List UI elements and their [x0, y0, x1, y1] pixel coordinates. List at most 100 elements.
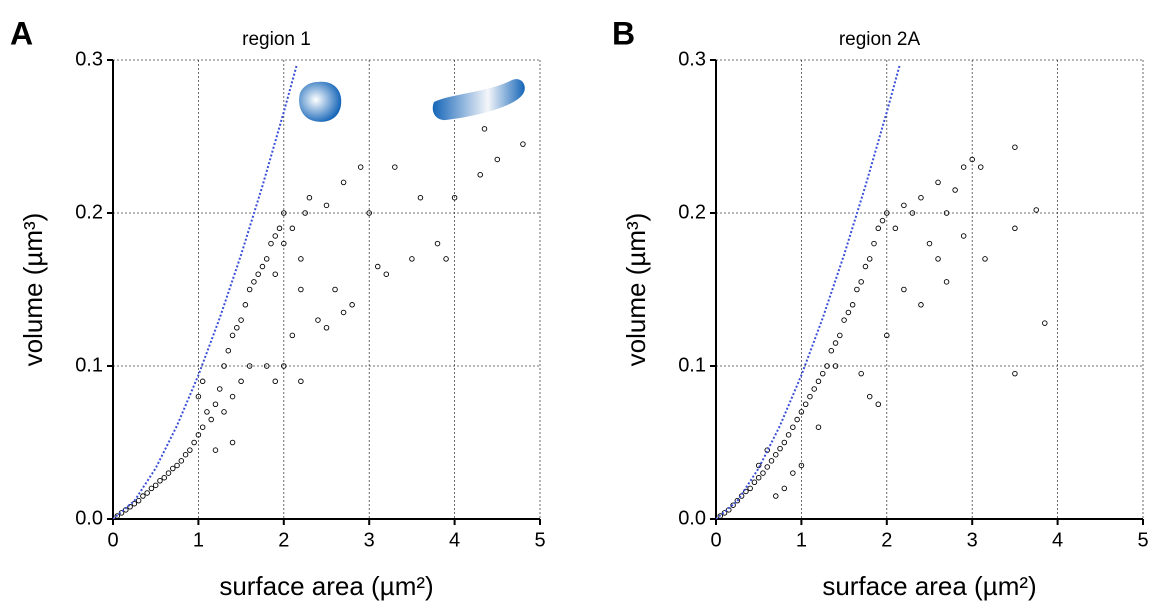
data-point	[170, 465, 176, 472]
y-tick-label: 0.3	[75, 48, 103, 70]
data-point	[935, 179, 941, 186]
data-point	[272, 378, 279, 385]
data-point	[298, 378, 304, 385]
data-point	[182, 451, 189, 458]
data-point	[892, 225, 899, 232]
data-point	[866, 393, 873, 400]
data-point	[298, 286, 304, 293]
data-point	[824, 363, 830, 369]
panel-label: B	[612, 15, 635, 51]
data-point	[289, 225, 296, 232]
x-tick-label: 1	[193, 529, 204, 551]
data-point	[332, 286, 338, 293]
data-point	[148, 485, 155, 492]
data-point	[943, 210, 950, 216]
data-point	[794, 416, 800, 423]
x-tick-label: 4	[1052, 529, 1063, 551]
data-point	[841, 317, 847, 323]
sphere-limit-curve	[716, 65, 901, 519]
x-tick-label: 2	[278, 529, 289, 551]
data-point	[828, 347, 835, 354]
data-point	[960, 164, 967, 170]
data-point	[349, 302, 355, 308]
data-point	[216, 386, 223, 392]
data-point	[263, 256, 270, 262]
data-point	[251, 279, 257, 285]
data-point	[875, 401, 882, 408]
data-point	[773, 451, 779, 458]
data-point	[152, 482, 159, 489]
data-point	[323, 325, 330, 331]
y-tick-label: 0.0	[678, 507, 706, 529]
data-point	[1042, 320, 1048, 326]
data-point	[866, 256, 873, 262]
data-point	[952, 187, 958, 193]
data-point	[323, 202, 330, 209]
x-tick-label: 1	[796, 529, 807, 551]
data-point	[520, 141, 526, 147]
data-point	[901, 286, 907, 293]
data-point	[481, 126, 488, 132]
data-point	[268, 240, 274, 247]
x-axis-title: surface area (µm²)	[822, 571, 1036, 601]
x-tick-label: 5	[1137, 529, 1148, 551]
data-point	[417, 194, 424, 201]
data-point	[281, 363, 287, 369]
data-point	[212, 401, 219, 408]
data-point	[135, 497, 142, 504]
data-point	[178, 458, 185, 464]
data-point	[884, 210, 890, 216]
data-point	[229, 393, 236, 400]
data-point	[845, 309, 852, 316]
x-tick-label: 3	[364, 529, 375, 551]
data-point	[858, 370, 864, 377]
data-point	[815, 424, 822, 430]
data-point	[1033, 207, 1039, 213]
data-point	[259, 263, 266, 270]
y-tick-label: 0.0	[75, 507, 103, 529]
data-point	[234, 325, 240, 331]
data-point	[943, 279, 950, 285]
data-point	[760, 470, 766, 476]
data-point	[315, 317, 321, 323]
data-point	[849, 302, 856, 308]
data-point	[798, 409, 805, 415]
data-point	[982, 256, 988, 262]
data-point	[340, 309, 347, 316]
x-tick-label: 5	[534, 529, 545, 551]
data-point	[901, 202, 907, 209]
elongated-mitochondrion-icon	[432, 79, 525, 121]
data-point	[434, 240, 441, 247]
data-point	[366, 210, 372, 216]
data-point	[165, 470, 172, 476]
data-point	[815, 378, 822, 385]
data-point	[969, 156, 975, 163]
data-point	[790, 424, 796, 430]
y-tick-label: 0.1	[75, 354, 103, 376]
data-point	[281, 240, 287, 247]
x-tick-label: 3	[967, 529, 978, 551]
data-point	[340, 179, 347, 186]
data-point	[768, 458, 775, 464]
data-point	[977, 164, 984, 170]
data-point	[743, 488, 749, 495]
data-point	[392, 164, 398, 170]
data-point	[191, 439, 197, 446]
data-point	[926, 240, 933, 247]
data-point	[477, 171, 483, 178]
data-point	[875, 225, 882, 232]
data-point	[263, 363, 270, 369]
data-point	[161, 474, 167, 481]
data-point	[276, 225, 283, 232]
data-point	[755, 462, 762, 469]
x-tick-label: 0	[710, 529, 721, 551]
data-point	[238, 378, 244, 385]
data-point	[229, 439, 236, 446]
data-point	[302, 210, 308, 216]
data-point	[114, 513, 121, 519]
round-mitochondrion-icon	[299, 81, 342, 122]
x-axis-title: surface area (µm²)	[219, 571, 433, 601]
data-point	[443, 256, 449, 262]
chart-title: region 2A	[839, 29, 921, 50]
